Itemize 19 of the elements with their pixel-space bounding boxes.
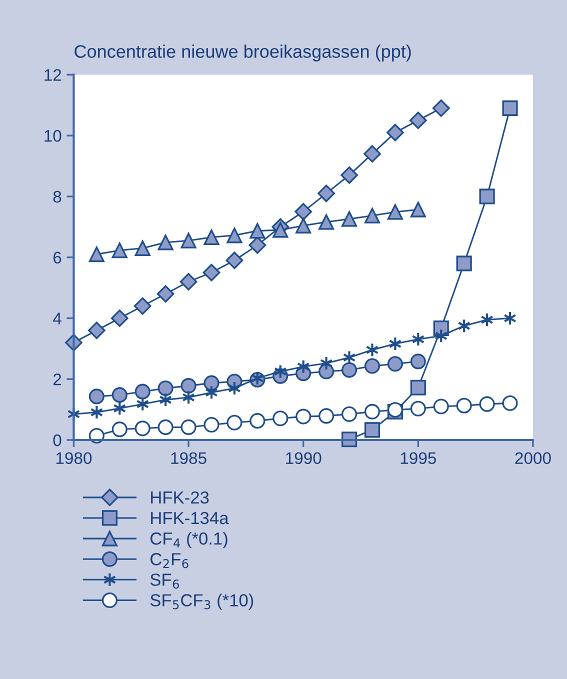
x-tick-label: 1980	[56, 452, 92, 464]
chart-title: Concentratie nieuwe broeikasgassen (ppt)	[74, 44, 411, 62]
x-tick-label: 1990	[286, 452, 322, 464]
x-tick-label: 1985	[171, 452, 206, 464]
y-tick-label: 12	[44, 69, 62, 81]
y-tick-label: 0	[53, 434, 62, 446]
x-tick-label: 2000	[515, 452, 551, 464]
legend-label: SF$_{5}$CF$_{3}$ (*10)	[150, 594, 254, 610]
legend-label: SF$_{6}$	[150, 574, 179, 589]
legend-label: CF$_{4}$ (*0.1)	[150, 532, 228, 548]
y-tick-label: 4	[53, 312, 62, 324]
y-tick-label: 6	[53, 252, 62, 264]
y-tick-label: 8	[53, 190, 62, 203]
legend-label: HFK-134a	[151, 512, 229, 524]
y-tick-label: 10	[44, 130, 62, 142]
x-tick-label: 1995	[400, 452, 436, 464]
y-tick-label: 2	[53, 374, 62, 386]
legend-label: HFK-23	[151, 491, 209, 504]
legend-label: C$_{2}$F$_{6}$	[150, 553, 188, 568]
